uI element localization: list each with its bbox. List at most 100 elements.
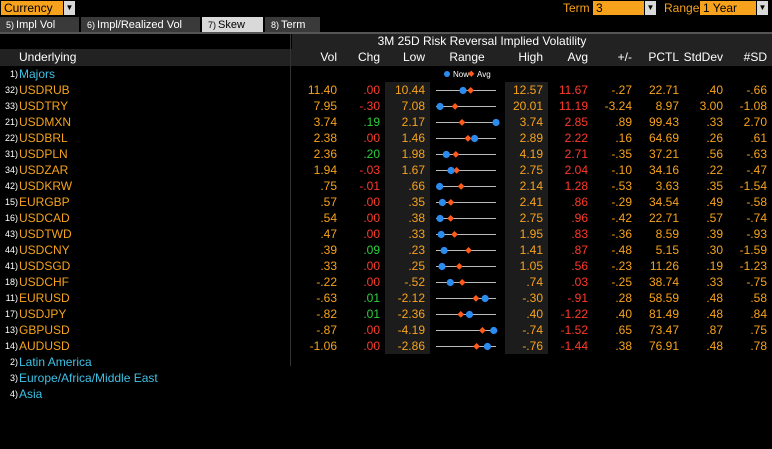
diff-value: -.23 (611, 259, 632, 273)
table-row[interactable]: 11) EURUSD -.63 .01 -2.12 -.30 -.91 .28 58.59 .48… (0, 290, 772, 306)
low-value: 1.46 (401, 131, 425, 145)
group-dropdown-arrow-icon[interactable]: ▼ (64, 1, 75, 15)
range-dropdown[interactable]: 1 Year (700, 1, 756, 15)
col-pctl[interactable]: PCTL (648, 50, 679, 64)
chg-value: .00 (363, 339, 380, 353)
chg-value: .20 (363, 147, 380, 161)
col-chg[interactable]: Chg (357, 50, 380, 64)
table-row[interactable]: 17) USDJPY -.82 .01 -2.36 .40 -1.22 .40 81.49 .48… (0, 306, 772, 322)
tab-number: 7) (208, 20, 217, 30)
underlying-name[interactable]: USDTRY (19, 99, 69, 113)
diff-value: -.25 (611, 275, 632, 289)
high-value: 3.74 (519, 115, 543, 129)
table-row[interactable]: 42) USDKRW .75 -.01 .66 2.14 1.28 -.53 3.63 .35 -1… (0, 178, 772, 194)
avg-marker-icon (447, 199, 455, 206)
table-row[interactable]: 41) USDSGD .33 .00 .25 1.05 .56 -.23 11.26 .19 -1.… (0, 258, 772, 274)
table-row[interactable]: 34) USDZAR 1.94 -.03 1.67 2.75 2.04 -.10 34.16 .2… (0, 162, 772, 178)
table-row[interactable]: 13) GBPUSD -.87 .00 -4.19 -.74 -1.52 .65 73.47 .8… (0, 322, 772, 338)
tab-impl-vol[interactable]: 5) Impl Vol (0, 17, 80, 33)
stddev-value: .48 (706, 291, 723, 305)
underlying-name[interactable]: USDBRL (19, 131, 68, 145)
underlying-name[interactable]: USDSGD (19, 259, 71, 273)
underlying-name[interactable]: USDKRW (19, 179, 73, 193)
underlying-name[interactable]: EURUSD (19, 291, 70, 305)
group-label[interactable]: Majors (19, 67, 56, 81)
table-row[interactable]: 15) EURGBP .57 .00 .35 2.41 .86 -.29 34.54 .49 -.5… (0, 194, 772, 210)
low-band (385, 322, 430, 338)
group-label[interactable]: Europe/Africa/Middle East (19, 371, 158, 385)
avg-value: .87 (571, 243, 588, 257)
sd-value: -.75 (746, 275, 767, 289)
underlying-name[interactable]: USDMXN (19, 115, 72, 129)
table-row[interactable]: 43) USDTWD .47 .00 .33 1.95 .83 -.36 8.59 .39 -.93 (0, 226, 772, 242)
tab-label: Impl/Realized Vol (97, 19, 183, 31)
chg-value: .00 (363, 131, 380, 145)
low-value: .25 (408, 259, 425, 273)
sd-value: -1.23 (739, 259, 767, 273)
underlying-name[interactable]: USDZAR (19, 163, 69, 177)
row-number: 34) (4, 165, 18, 175)
stddev-value: .39 (706, 227, 723, 241)
vol-value: -.87 (316, 323, 337, 337)
group-row[interactable]: 3) Europe/Africa/Middle East (0, 370, 772, 386)
table-row[interactable]: 44) USDCNY .39 .09 .23 1.41 .87 -.48 5.15 .30 -1.5… (0, 242, 772, 258)
pctl-value: 37.21 (648, 147, 679, 161)
underlying-name[interactable]: USDTWD (19, 227, 72, 241)
col-underlying[interactable]: Underlying (19, 50, 77, 64)
table-row[interactable]: 21) USDMXN 3.74 .19 2.17 3.74 2.85 .89 99.43 .33 2… (0, 114, 772, 130)
underlying-name[interactable]: EURGBP (19, 195, 70, 209)
low-band (385, 114, 430, 130)
underlying-name[interactable]: GBPUSD (19, 323, 70, 337)
high-band (505, 82, 548, 98)
row-number: 33) (4, 101, 18, 111)
underlying-name[interactable]: USDPLN (19, 147, 68, 161)
underlying-name[interactable]: USDCHF (19, 275, 69, 289)
col-stddev[interactable]: StdDev (683, 50, 723, 64)
group-row[interactable]: 2) Latin America (0, 354, 772, 370)
avg-marker-icon (457, 311, 465, 318)
tab-skew[interactable]: 7) Skew (202, 17, 264, 33)
underlying-name[interactable]: USDCAD (19, 211, 70, 225)
high-value: -.30 (522, 291, 543, 305)
col-vol[interactable]: Vol (320, 50, 337, 64)
stddev-value: .40 (706, 83, 723, 97)
group-row[interactable]: 4) Asia (0, 386, 772, 402)
table-row[interactable]: 33) USDTRY 7.95 -.30 7.08 20.01 11.19 -3.24 8.97… (0, 98, 772, 114)
low-value: -2.86 (397, 339, 425, 353)
range-label: Range (664, 1, 700, 15)
table-row[interactable]: 18) USDCHF -.22 .00 -.52 .74 .03 -.25 38.74 .33 -.… (0, 274, 772, 290)
underlying-name[interactable]: USDJPY (19, 307, 67, 321)
diff-value: .65 (615, 323, 632, 337)
group-label[interactable]: Latin America (19, 355, 92, 369)
col-high[interactable]: High (518, 50, 543, 64)
diff-value: -.29 (611, 195, 632, 209)
col-sd[interactable]: #SD (743, 50, 767, 64)
col-diff[interactable]: +/- (617, 50, 632, 64)
low-band (385, 226, 430, 242)
chg-value: -.01 (359, 179, 380, 193)
table-row[interactable]: 16) USDCAD .54 .00 .38 2.75 .96 -.42 22.71 .57 -.7… (0, 210, 772, 226)
tab-impl-realized-vol[interactable]: 6) Impl/Realized Vol (81, 17, 201, 33)
tab-label: Impl Vol (16, 19, 56, 31)
underlying-name[interactable]: USDRUB (19, 83, 70, 97)
chg-value: .00 (363, 323, 380, 337)
table-row[interactable]: 31) USDPLN 2.36 .20 1.98 4.19 2.71 -.35 37.21 .56… (0, 146, 772, 162)
range-dropdown-arrow-icon[interactable]: ▼ (757, 1, 768, 15)
table-row[interactable]: 32) USDRUB 11.40 .00 10.44 12.57 11.67 -.27 22.7… (0, 82, 772, 98)
underlying-name[interactable]: USDCNY (19, 243, 70, 257)
table-row[interactable]: 22) USDBRL 2.38 .00 1.46 2.89 2.22 .16 64.69 .26.… (0, 130, 772, 146)
group-label[interactable]: Asia (19, 387, 43, 401)
group-row[interactable]: 1) Majors Now Avg (0, 66, 772, 82)
term-dropdown-arrow-icon[interactable]: ▼ (645, 1, 656, 15)
high-value: 2.14 (519, 179, 543, 193)
group-dropdown[interactable]: Currency (1, 1, 63, 15)
tab-term[interactable]: 8) Term (265, 17, 321, 33)
col-avg[interactable]: Avg (567, 50, 588, 64)
term-dropdown[interactable]: 3 Months (593, 1, 644, 29)
toolbar: Currency ▼ Term 3 Months ▼ Range 1 Year … (0, 0, 772, 29)
col-range[interactable]: Range (449, 50, 485, 64)
table-row[interactable]: 14) AUDUSD -1.06 .00 -2.86 -.76 -1.44 .38 76.91.… (0, 338, 772, 354)
underlying-name[interactable]: AUDUSD (19, 339, 70, 353)
pctl-value: 64.69 (648, 131, 679, 145)
col-low[interactable]: Low (402, 50, 425, 64)
